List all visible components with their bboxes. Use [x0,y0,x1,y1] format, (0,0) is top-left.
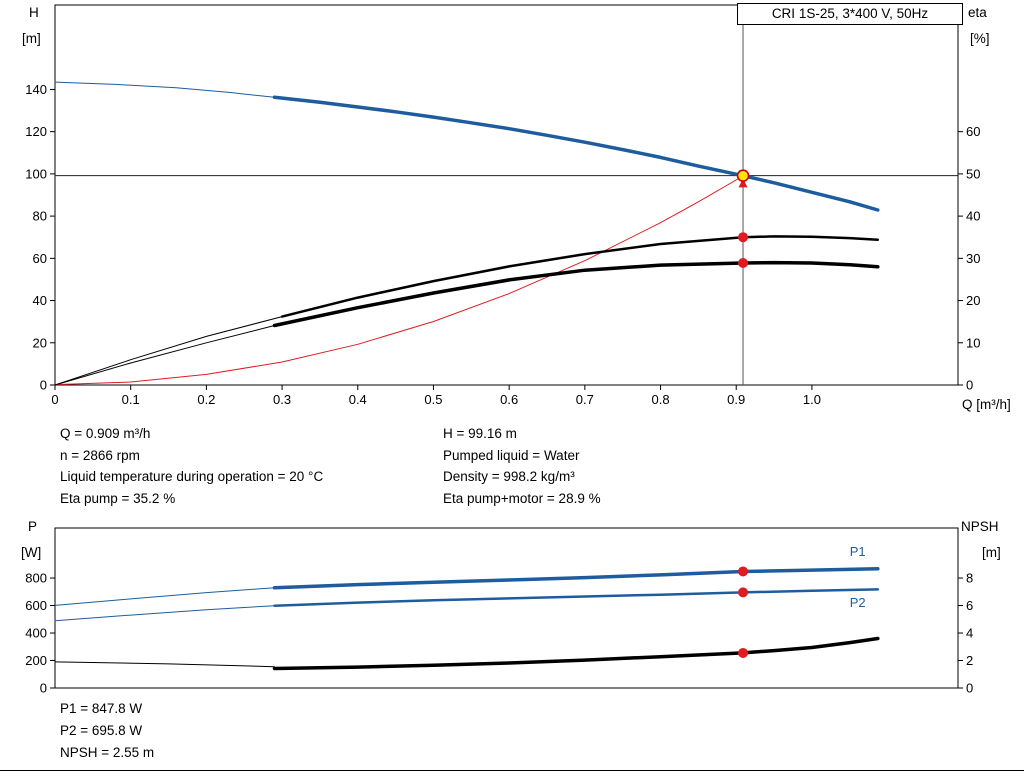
y2-tick-label: 60 [966,124,980,139]
npsh-axis-unit: [m] [982,545,1001,560]
bottom-separator [0,770,1024,771]
x-tick-label: 0.4 [349,392,367,407]
info-npsh: NPSH = 2.55 m [60,745,155,760]
y-tick-label: 0 [40,378,47,393]
p2-curve [273,588,880,607]
info-p1: P1 = 847.8 W [60,701,143,716]
power-npsh-chart: 0 200 400 600 800 0 2 4 6 8 P1 P2 [25,527,973,696]
eta-pump-motor-curve-thin [54,325,275,386]
eta-pump-motor-curve [272,260,880,328]
x-tick-label: 0.2 [197,392,215,407]
y-tick-label: 140 [25,82,47,97]
eta-axis-label: eta [968,5,987,20]
p1-curve [272,567,880,590]
y2-tick-label: 50 [966,166,980,181]
y-tick-label: 600 [25,598,47,613]
y-tick-label: 200 [25,653,47,668]
p-axis-unit: [W] [21,545,42,560]
y-tick-label: 20 [33,335,47,350]
p1-point [738,566,749,577]
npsh-axis-label: NPSH [961,519,999,534]
npsh-point [738,647,749,658]
npsh-curve-thin [54,661,275,668]
system-curve [54,175,744,386]
x-tick-label: 0.7 [576,392,594,407]
h-axis-unit: [m] [22,31,41,46]
y-tick-label: 100 [25,166,47,181]
info-density: Density = 998.2 kg/m³ [443,469,575,484]
p2-curve-label: P2 [850,595,866,610]
x-tick-label: 0.6 [500,392,518,407]
x-axis-label: Q [m³/h] [962,397,1011,412]
npsh-curve [272,636,880,671]
y2-tick-label: 30 [966,251,980,266]
x-tick-label: 0.5 [424,392,442,407]
x-tick-label: 0.1 [122,392,140,407]
info-eta-pump-motor: Eta pump+motor = 28.9 % [443,491,601,506]
info-p2: P2 = 695.8 W [60,723,143,738]
duty-point[interactable] [736,169,750,182]
x-tick-label: 0.9 [727,392,745,407]
h-curve-thin [54,81,275,98]
info-eta-pump: Eta pump = 35.2 % [60,491,176,506]
y2-tick-label: 6 [966,598,973,613]
info-temperature: Liquid temperature during operation = 20… [60,469,324,484]
y2-tick-label: 2 [966,653,973,668]
y2-tick-label: 0 [966,378,973,393]
y2-tick-label: 40 [966,209,980,224]
info-flow: Q = 0.909 m³/h [60,426,151,441]
eta-pump-point [738,232,749,243]
pump-title-box: CRI 1S-25, 3*400 V, 50Hz [737,3,963,25]
y-tick-label: 40 [33,293,47,308]
p2-point [738,587,749,598]
y-tick-label: 80 [33,209,47,224]
x-tick-label: 0.8 [651,392,669,407]
eta-pump-motor-point [738,257,749,268]
power-npsh-chart-frame [54,527,959,689]
p2-curve-thin [54,605,275,622]
h-axis-label: H [29,5,39,20]
qh-chart-frame [54,4,959,386]
info-head: H = 99.16 m [443,426,517,441]
y2-tick-label: 8 [966,571,973,586]
y-tick-label: 400 [25,626,47,641]
x-tick-label: 0.3 [273,392,291,407]
y-tick-label: 0 [40,681,47,696]
eta-axis-unit: [%] [970,31,990,46]
y-tick-label: 800 [25,571,47,586]
x-tick-label: 0 [51,392,58,407]
x-tick-label: 1.0 [803,392,821,407]
y2-tick-label: 10 [966,335,980,350]
y2-tick-label: 0 [966,681,973,696]
p1-curve-label: P1 [850,544,866,559]
qh-chart: 0 20 40 60 80 100 120 140 0 10 20 30 40 50 60 0 0.1 0.2 0.… [25,4,980,407]
y2-tick-label: 20 [966,293,980,308]
h-curve [272,95,880,212]
info-speed: n = 2866 rpm [60,448,140,463]
y-tick-label: 60 [33,251,47,266]
p-axis-label: P [28,519,38,534]
eta-pump-curve-thin [54,316,283,386]
p1-curve-thin [54,587,275,606]
y-tick-label: 120 [25,124,47,139]
y2-tick-label: 4 [966,626,973,641]
info-liquid: Pumped liquid = Water [443,448,580,463]
eta-pump-curve [280,235,880,318]
system-curve-arrow [738,178,748,188]
